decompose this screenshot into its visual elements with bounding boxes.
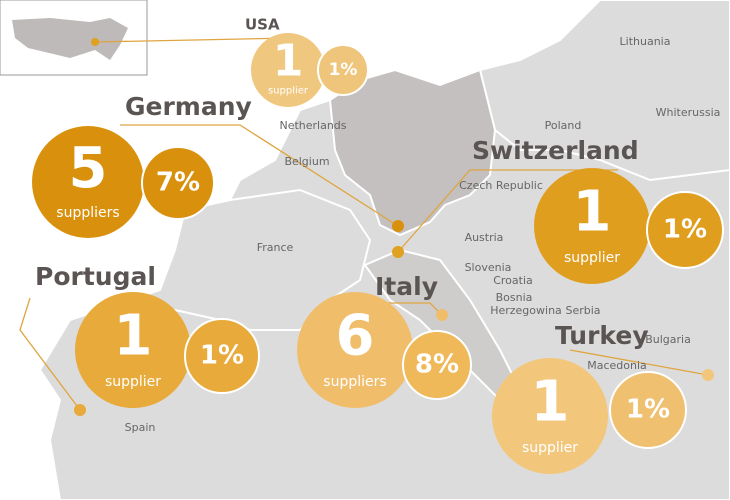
- supplier-circle: [251, 33, 325, 107]
- supplier-circle: [492, 358, 608, 474]
- location-dot: [392, 246, 404, 258]
- supplier-unit: supplier: [522, 440, 578, 456]
- country-name: Turkey: [555, 321, 649, 350]
- supplier-count: 1: [573, 180, 612, 245]
- leader-line: [94, 37, 291, 43]
- share-circle: [609, 371, 687, 449]
- map-label: Bosnia: [496, 291, 533, 304]
- country-name: Switzerland: [472, 136, 639, 165]
- country-name: Germany: [125, 92, 252, 121]
- location-dot: [91, 38, 99, 46]
- country-group: Portugal 1 supplier 1%: [35, 262, 260, 408]
- share-circle: [317, 44, 369, 96]
- supplier-unit: suppliers: [323, 374, 386, 390]
- country-group: Switzerland 1 supplier 1%: [472, 136, 724, 284]
- share-circle: [141, 146, 215, 220]
- supplier-unit: supplier: [105, 374, 161, 390]
- supplier-count: 1: [273, 35, 304, 86]
- map-label: Croatia: [493, 274, 533, 287]
- leader-line: [19, 297, 81, 411]
- supplier-count: 5: [69, 136, 108, 201]
- map-label: Slovenia: [465, 261, 512, 274]
- map-label: Whiterussia: [656, 106, 721, 119]
- location-dot: [392, 220, 404, 232]
- map-label: Netherlands: [279, 119, 346, 132]
- supplier-circle: [75, 292, 191, 408]
- supplier-circle: [32, 126, 144, 238]
- supplier-unit: suppliers: [56, 205, 119, 221]
- leaders: [19, 37, 714, 416]
- supplier-share: 8%: [415, 350, 459, 380]
- map-label: Serbia: [565, 304, 600, 317]
- location-dot: [702, 369, 714, 381]
- supplier-unit: supplier: [268, 85, 309, 96]
- map-label: Czech Republic: [459, 179, 543, 192]
- france: [126, 188, 372, 331]
- map-label: France: [257, 241, 294, 254]
- share-circle: [184, 318, 260, 394]
- map-label: Lithuania: [620, 35, 671, 48]
- map-label: Macedonia: [587, 359, 647, 372]
- country-group: Germany 5 suppliers 7%: [32, 92, 252, 238]
- map-label: Bulgaria: [645, 333, 691, 346]
- country-group: Turkey 1 supplier 1%: [492, 321, 687, 474]
- location-dot: [74, 404, 86, 416]
- supplier-circle: [297, 292, 413, 408]
- country-name: USA: [245, 16, 280, 34]
- supplier-count: 1: [531, 370, 570, 435]
- map-label: Spain: [125, 421, 156, 434]
- leader-line: [569, 349, 709, 376]
- supplier-share: 1%: [626, 395, 670, 425]
- germany: [328, 68, 497, 237]
- map-labels: Lithuania Whiterussia Poland Netherlands Bel…: [125, 35, 721, 434]
- supplier-share: 1%: [663, 215, 707, 245]
- share-circle: [646, 191, 724, 269]
- supplier-share: 1%: [329, 60, 358, 80]
- supplier-share: 1%: [200, 341, 244, 371]
- map-label: Poland: [545, 119, 582, 132]
- eastern-europe: [478, 0, 730, 182]
- share-circle: [402, 330, 472, 400]
- usa-shape: [12, 18, 128, 60]
- map-label: Belgium: [284, 155, 329, 168]
- map-label: Austria: [465, 231, 504, 244]
- country-name: Italy: [375, 272, 438, 301]
- leader-line: [397, 169, 618, 253]
- country-groups: USA1supplier1%Germany5suppliers7%Switzer…: [32, 16, 724, 474]
- map-label: Herzegowina: [490, 304, 562, 317]
- supplier-count: 6: [336, 304, 375, 369]
- supplier-circle: [534, 168, 650, 284]
- supplier-count: 1: [114, 304, 153, 369]
- supplier-unit: supplier: [564, 250, 620, 266]
- leader-line: [120, 124, 399, 227]
- country-name: Portugal: [35, 262, 156, 291]
- location-dot: [436, 309, 448, 321]
- supplier-share: 7%: [156, 168, 200, 198]
